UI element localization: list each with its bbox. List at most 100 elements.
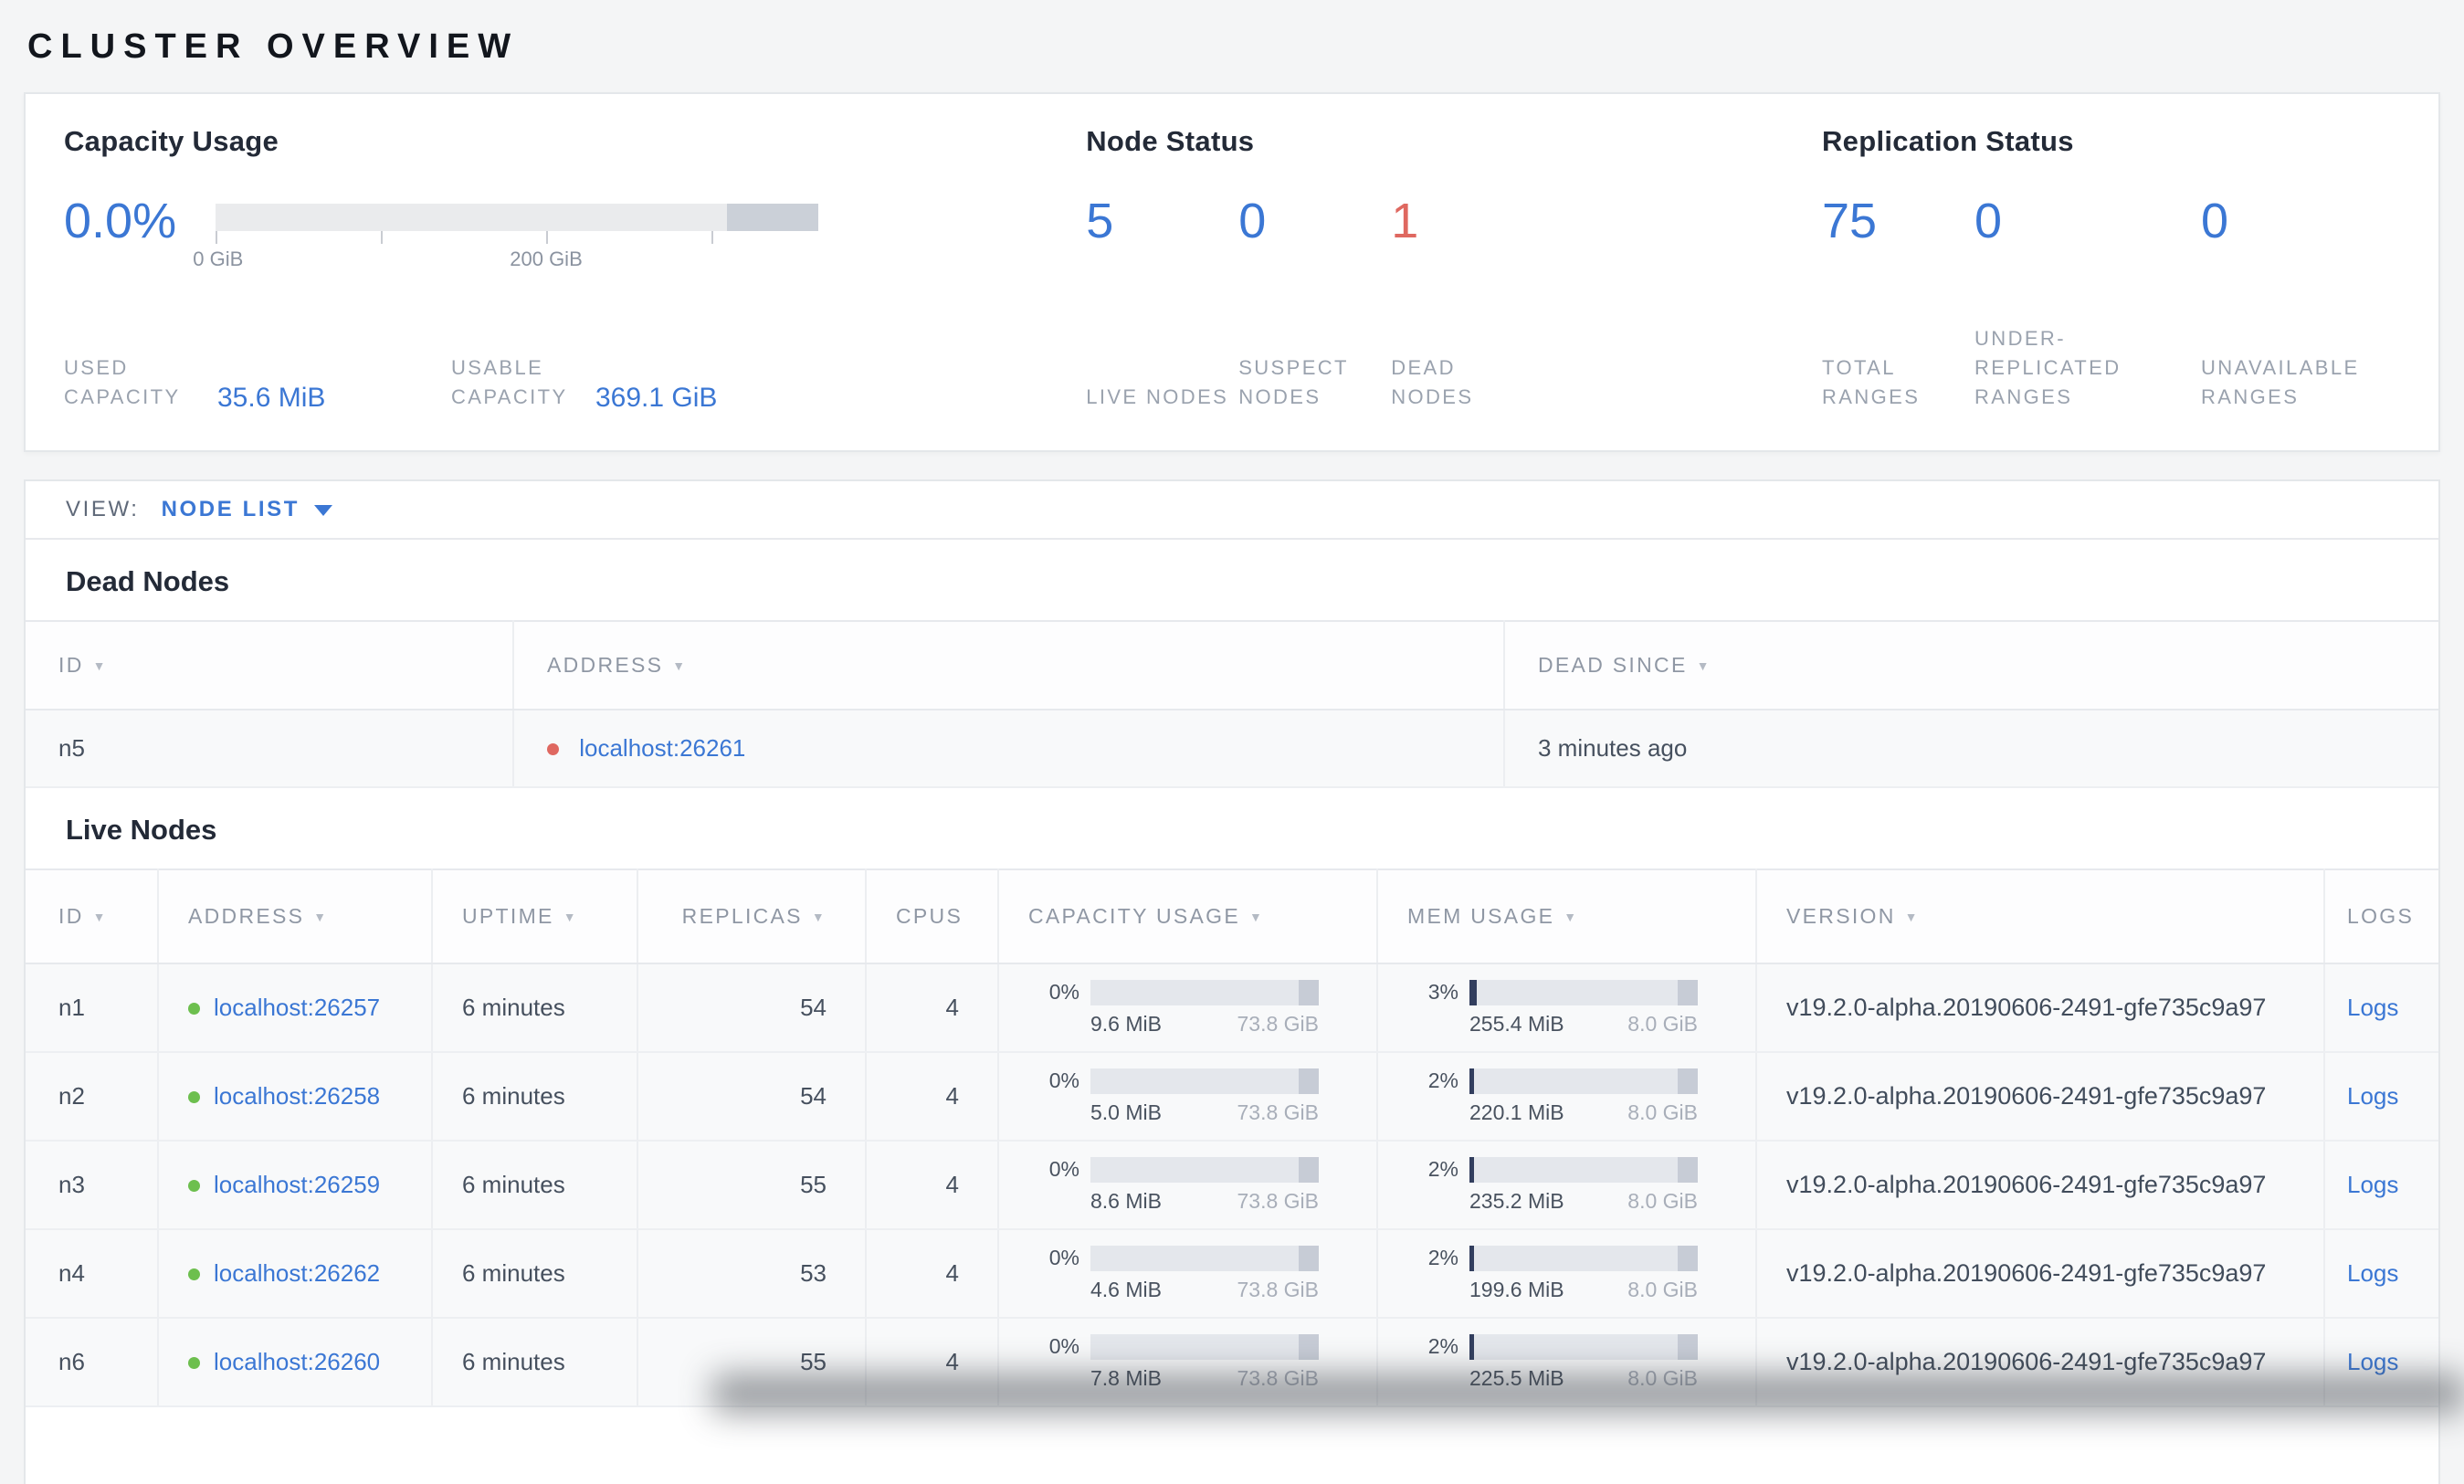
- node-address-cell: localhost:26262: [158, 1229, 433, 1319]
- mem-total-value: 8.0 GiB: [1627, 1365, 1698, 1390]
- mem-used-value: 199.6 MiB: [1469, 1277, 1564, 1301]
- node-address-link[interactable]: localhost:26260: [214, 1348, 381, 1375]
- dead-nodes-heading: Dead Nodes: [66, 565, 230, 597]
- node-live-icon: [188, 1180, 200, 1192]
- capacity-usage-bar: [1090, 1068, 1319, 1094]
- capacity-used-value: 7.8 MiB: [1090, 1365, 1162, 1390]
- column-header-address[interactable]: ADDRESS ▼: [513, 620, 1505, 710]
- column-header-address[interactable]: ADDRESS ▼: [158, 868, 433, 964]
- replicas-cell: 54: [637, 963, 867, 1053]
- column-header-id[interactable]: ID ▼: [26, 868, 159, 964]
- under-replicated-label: UNDER-REPLICATED RANGES: [1974, 327, 2122, 409]
- capacity-total-value: 73.8 GiB: [1237, 1100, 1320, 1124]
- node-address-link[interactable]: localhost:26262: [214, 1259, 381, 1287]
- sort-icon: ▼: [1904, 910, 1920, 924]
- live-nodes-count: 5: [1086, 194, 1114, 248]
- mem-percent: 2%: [1427, 1157, 1458, 1181]
- cpus-cell: 4: [866, 1318, 999, 1407]
- node-list-dropdown[interactable]: NODE LIST: [162, 497, 332, 522]
- mem-usage-cell: 2% 225.5 MiB 8.0 GiB: [1377, 1318, 1757, 1407]
- node-id-cell: n4: [26, 1229, 159, 1319]
- capacity-total-value: 73.8 GiB: [1237, 1188, 1320, 1213]
- table-row: n5 localhost:26261 3 minutes ago: [26, 710, 2438, 788]
- node-id-cell: n2: [26, 1052, 159, 1142]
- version-cell: v19.2.0-alpha.20190606-2491-gfe735c9a97: [1756, 1141, 2325, 1230]
- used-capacity-stat: USED CAPACITY 35.6 MiB: [64, 353, 451, 413]
- live-nodes-label: LIVE NODES: [1086, 385, 1229, 409]
- sort-icon: ▼: [1696, 658, 1711, 673]
- logs-cell: Logs: [2324, 1229, 2438, 1319]
- replicas-cell: 55: [637, 1141, 867, 1230]
- mem-total-value: 8.0 GiB: [1627, 1277, 1698, 1301]
- column-header-uptime[interactable]: UPTIME ▼: [432, 868, 638, 964]
- view-bar: VIEW: NODE LIST: [26, 481, 2438, 540]
- node-address-link[interactable]: localhost:26258: [214, 1082, 381, 1110]
- version-cell: v19.2.0-alpha.20190606-2491-gfe735c9a97: [1756, 963, 2325, 1053]
- capacity-percent: 0%: [1048, 980, 1079, 1004]
- capacity-used-value: 5.0 MiB: [1090, 1100, 1162, 1124]
- logs-cell: Logs: [2324, 1141, 2438, 1230]
- sort-icon: ▼: [1249, 910, 1265, 924]
- total-ranges-stat: 75 TOTAL RANGES: [1822, 196, 1974, 412]
- mem-usage-cell: 2% 199.6 MiB 8.0 GiB: [1377, 1229, 1757, 1319]
- logs-link[interactable]: Logs: [2347, 1171, 2399, 1198]
- mem-usage-bar: [1469, 979, 1698, 1005]
- node-live-icon: [188, 1003, 200, 1015]
- version-cell: v19.2.0-alpha.20190606-2491-gfe735c9a97: [1756, 1318, 2325, 1407]
- dead-nodes-label: DEAD NODES: [1391, 356, 1474, 409]
- column-header-replicas[interactable]: REPLICAS ▼: [637, 868, 867, 964]
- used-capacity-value: 35.6 MiB: [217, 383, 326, 413]
- column-header-id[interactable]: ID ▼: [26, 620, 514, 710]
- cpus-cell: 4: [866, 1229, 999, 1319]
- capacity-usage-bar: [1090, 1333, 1319, 1360]
- axis-label-0gib: 0 GiB: [193, 247, 244, 270]
- node-address-link[interactable]: localhost:26257: [214, 994, 381, 1021]
- column-header-version[interactable]: VERSION ▼: [1756, 868, 2325, 964]
- mem-total-value: 8.0 GiB: [1627, 1011, 1698, 1036]
- cpus-cell: 4: [866, 963, 999, 1053]
- replicas-cell: 55: [637, 1318, 867, 1407]
- column-header-mem-usage[interactable]: MEM USAGE ▼: [1377, 868, 1757, 964]
- node-id-cell: n3: [26, 1141, 159, 1230]
- mem-used-value: 255.4 MiB: [1469, 1011, 1564, 1036]
- live-nodes-table: ID ▼ ADDRESS ▼ UPTIME ▼ REPLICAS ▼ CPUS CAPA…: [26, 868, 2438, 1407]
- capacity-total-value: 73.8 GiB: [1237, 1365, 1320, 1390]
- node-address-link[interactable]: localhost:26261: [579, 734, 746, 762]
- capacity-usage-cell: 0% 5.0 MiB 73.8 GiB: [998, 1052, 1378, 1142]
- uptime-cell: 6 minutes: [432, 1229, 638, 1319]
- node-address-link[interactable]: localhost:26259: [214, 1171, 381, 1198]
- capacity-percent-value: 0.0%: [64, 194, 177, 248]
- capacity-bar: 0 GiB 200 GiB: [193, 204, 818, 273]
- unavailable-ranges-label: UNAVAILABLE RANGES: [2201, 356, 2360, 409]
- table-row: n1 localhost:26257 6 minutes 54 4 0% 9.6…: [26, 963, 2438, 1053]
- logs-link[interactable]: Logs: [2347, 994, 2399, 1021]
- mem-usage-bar: [1469, 1068, 1698, 1094]
- sort-icon: ▼: [1564, 910, 1579, 924]
- node-live-icon: [188, 1268, 200, 1280]
- logs-link[interactable]: Logs: [2347, 1348, 2399, 1375]
- under-replicated-ranges-stat: 0 UNDER-REPLICATED RANGES: [1974, 196, 2201, 412]
- capacity-percent: 0%: [1048, 1157, 1079, 1181]
- node-id-cell: n5: [26, 710, 514, 788]
- replicas-cell: 54: [637, 1052, 867, 1142]
- node-list-card: VIEW: NODE LIST Dead Nodes ID ▼ ADDRESS ▼ …: [24, 479, 2440, 1484]
- mem-total-value: 8.0 GiB: [1627, 1100, 1698, 1124]
- mem-usage-bar: [1469, 1156, 1698, 1183]
- usable-capacity-stat: USABLE CAPACITY 369.1 GiB: [451, 353, 717, 413]
- logs-link[interactable]: Logs: [2347, 1082, 2399, 1110]
- replicas-cell: 53: [637, 1229, 867, 1319]
- table-row: n2 localhost:26258 6 minutes 54 4 0% 5.0…: [26, 1052, 2438, 1142]
- node-address-cell: localhost:26259: [158, 1141, 433, 1230]
- capacity-axis-labels: 0 GiB 200 GiB: [193, 247, 818, 273]
- node-live-icon: [188, 1091, 200, 1103]
- mem-usage-cell: 3% 255.4 MiB 8.0 GiB: [1377, 963, 1757, 1053]
- column-header-capacity-usage[interactable]: CAPACITY USAGE ▼: [998, 868, 1378, 964]
- live-nodes-stat: 5 LIVE NODES: [1086, 196, 1238, 412]
- column-header-dead-since[interactable]: DEAD SINCE ▼: [1504, 620, 2438, 710]
- replication-status-section: Replication Status 75 TOTAL RANGES 0 UND…: [1822, 125, 2402, 412]
- capacity-percent: 0%: [1048, 1334, 1079, 1358]
- capacity-usage-bar: [1090, 1156, 1319, 1183]
- logs-link[interactable]: Logs: [2347, 1259, 2399, 1287]
- dead-nodes-table: ID ▼ ADDRESS ▼ DEAD SINCE ▼ n5 localhost:26…: [26, 620, 2438, 788]
